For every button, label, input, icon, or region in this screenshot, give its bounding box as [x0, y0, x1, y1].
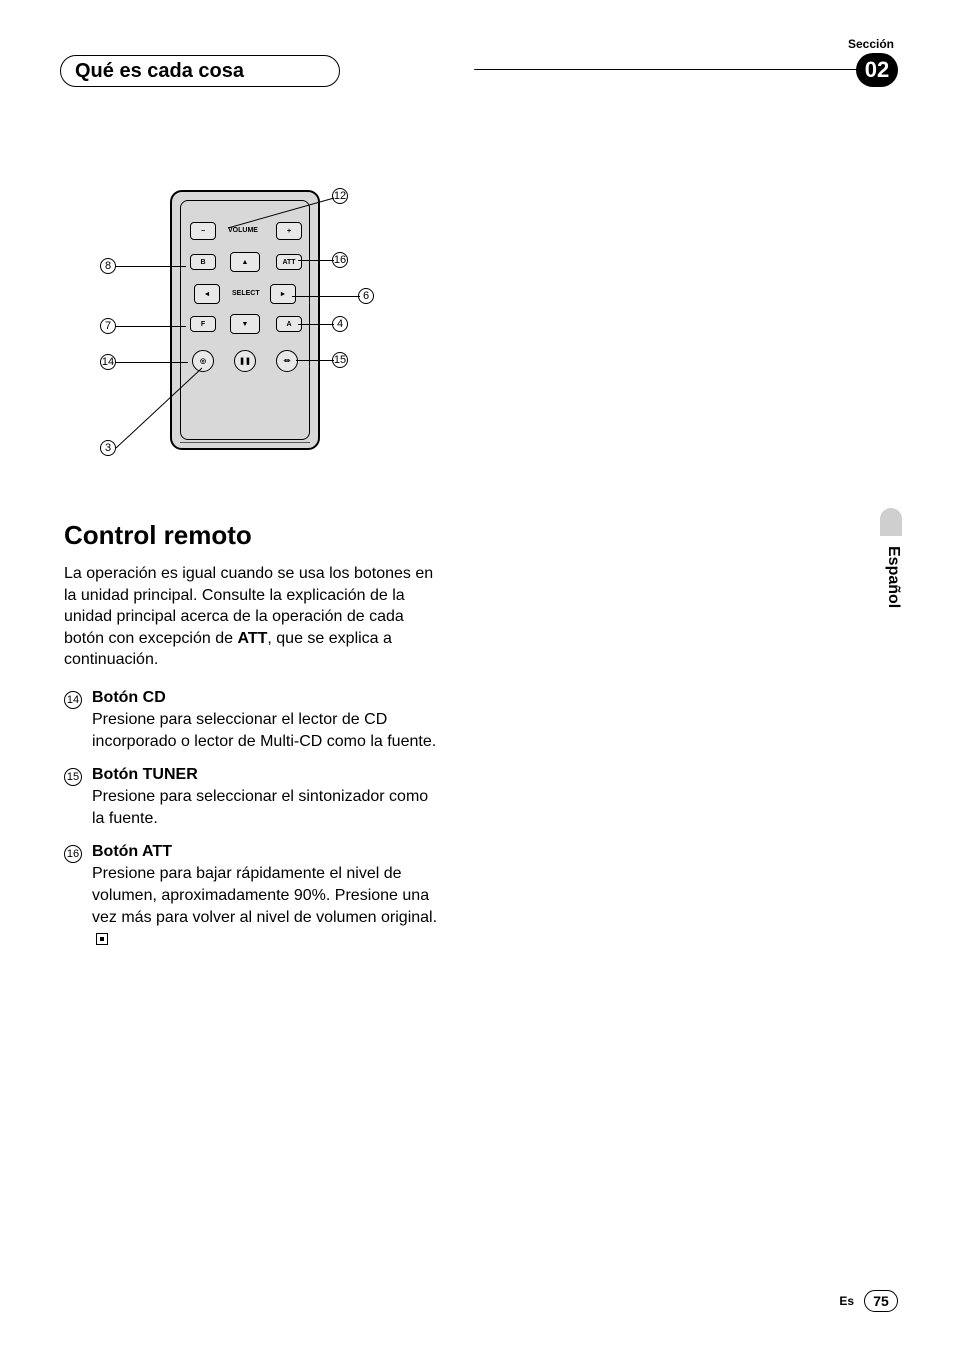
down-button: ▼: [230, 314, 260, 334]
b-label: B: [200, 259, 205, 266]
header-rule: [474, 69, 864, 71]
footer-page-number: 75: [864, 1290, 898, 1312]
item-14-title: Botón CD: [92, 689, 444, 707]
callout-6: 6: [358, 288, 374, 304]
pause-icon: ❚❚: [239, 357, 251, 365]
page-title-box: Qué es cada cosa: [60, 55, 340, 87]
section-number-badge: 02: [856, 53, 898, 87]
page-footer: Es 75: [839, 1290, 898, 1312]
intro-bold: ATT: [237, 630, 267, 647]
item-14-number: 14: [64, 691, 82, 709]
remote-diagram: − VOLUME + B ▲ ATT ◄ SELECT ► F ▼ A ◎ ❚❚…: [100, 190, 400, 480]
callout-16: 16: [332, 252, 348, 268]
minus-label: −: [201, 228, 205, 235]
item-14-text: Presione para seleccionar el lector de C…: [92, 709, 444, 752]
lead-16: [298, 260, 334, 261]
volume-minus-button: −: [190, 222, 216, 240]
select-label: SELECT: [232, 290, 260, 297]
section-heading: Control remoto: [64, 520, 444, 551]
item-14-body: Botón CD Presione para seleccionar el le…: [92, 689, 444, 752]
item-15-title: Botón TUNER: [92, 766, 444, 784]
tuner-icon: ⏛: [284, 356, 291, 366]
item-16-number: 16: [64, 845, 82, 863]
f-button: F: [190, 316, 216, 332]
callout-7: 7: [100, 318, 116, 334]
f-label: F: [201, 321, 205, 328]
cd-icon: ◎: [200, 357, 206, 365]
side-tab-language: Español: [880, 546, 902, 608]
item-15-body: Botón TUNER Presione para seleccionar el…: [92, 766, 444, 829]
side-tab-cap: [880, 508, 902, 536]
left-icon: ◄: [204, 291, 211, 298]
item-16: 16 Botón ATT Presione para bajar rápidam…: [64, 843, 444, 949]
page-header: Sección Qué es cada cosa 02: [0, 35, 954, 95]
pause-button: ❚❚: [234, 350, 256, 372]
section-number: 02: [865, 57, 889, 83]
right-icon: ►: [280, 291, 287, 298]
callout-15: 15: [332, 352, 348, 368]
footer-lang-code: Es: [839, 1294, 854, 1308]
down-icon: ▼: [242, 321, 249, 328]
tuner-button: ⏛: [276, 350, 298, 372]
end-mark-icon: [96, 933, 108, 945]
item-16-text-span: Presione para bajar rápidamente el nivel…: [92, 865, 437, 925]
lead-7: [116, 326, 186, 327]
up-icon: ▲: [242, 259, 249, 266]
att-label: ATT: [282, 259, 295, 266]
item-16-body: Botón ATT Presione para bajar rápidament…: [92, 843, 444, 949]
a-label: A: [286, 321, 291, 328]
content-column: Control remoto La operación es igual cua…: [64, 520, 444, 964]
right-button: ►: [270, 284, 296, 304]
att-button: ATT: [276, 254, 302, 270]
item-14: 14 Botón CD Presione para seleccionar el…: [64, 689, 444, 752]
item-16-text: Presione para bajar rápidamente el nivel…: [92, 863, 444, 949]
intro-paragraph: La operación es igual cuando se usa los …: [64, 563, 444, 671]
lead-12: [228, 196, 338, 230]
item-16-title: Botón ATT: [92, 843, 444, 861]
callout-4: 4: [332, 316, 348, 332]
lead-14: [116, 362, 188, 363]
lead-8: [116, 266, 186, 267]
lead-6: [292, 296, 360, 297]
lead-15: [296, 360, 334, 361]
left-button: ◄: [194, 284, 220, 304]
language-side-tab: Español: [880, 508, 902, 638]
item-15-text: Presione para seleccionar el sintonizado…: [92, 786, 444, 829]
item-15-number: 15: [64, 768, 82, 786]
b-button: B: [190, 254, 216, 270]
item-15: 15 Botón TUNER Presione para seleccionar…: [64, 766, 444, 829]
lead-4: [298, 324, 334, 325]
up-button: ▲: [230, 252, 260, 272]
page-title: Qué es cada cosa: [75, 60, 244, 83]
seccion-label: Sección: [848, 37, 894, 51]
lead-3: [114, 366, 214, 452]
callout-8: 8: [100, 258, 116, 274]
